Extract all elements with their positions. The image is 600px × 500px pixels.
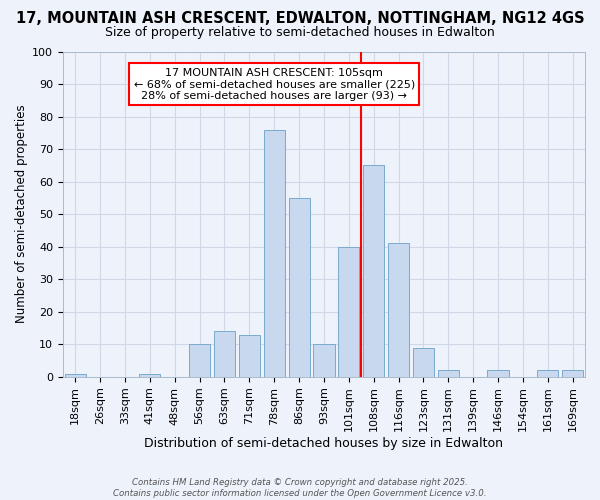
X-axis label: Distribution of semi-detached houses by size in Edwalton: Distribution of semi-detached houses by …	[145, 437, 503, 450]
Text: 17, MOUNTAIN ASH CRESCENT, EDWALTON, NOTTINGHAM, NG12 4GS: 17, MOUNTAIN ASH CRESCENT, EDWALTON, NOT…	[16, 11, 584, 26]
Bar	[487, 370, 509, 377]
Bar	[338, 246, 359, 377]
Y-axis label: Number of semi-detached properties: Number of semi-detached properties	[15, 105, 28, 324]
Bar	[239, 334, 260, 377]
Bar	[139, 374, 160, 377]
Text: 17 MOUNTAIN ASH CRESCENT: 105sqm
← 68% of semi-detached houses are smaller (225): 17 MOUNTAIN ASH CRESCENT: 105sqm ← 68% o…	[134, 68, 415, 101]
Bar	[537, 370, 558, 377]
Bar	[189, 344, 210, 377]
Bar	[562, 370, 583, 377]
Bar	[65, 374, 86, 377]
Bar	[363, 166, 384, 377]
Bar	[263, 130, 285, 377]
Bar	[413, 348, 434, 377]
Bar	[214, 332, 235, 377]
Text: Size of property relative to semi-detached houses in Edwalton: Size of property relative to semi-detach…	[105, 26, 495, 39]
Text: Contains HM Land Registry data © Crown copyright and database right 2025.
Contai: Contains HM Land Registry data © Crown c…	[113, 478, 487, 498]
Bar	[313, 344, 335, 377]
Bar	[388, 244, 409, 377]
Bar	[289, 198, 310, 377]
Bar	[437, 370, 459, 377]
